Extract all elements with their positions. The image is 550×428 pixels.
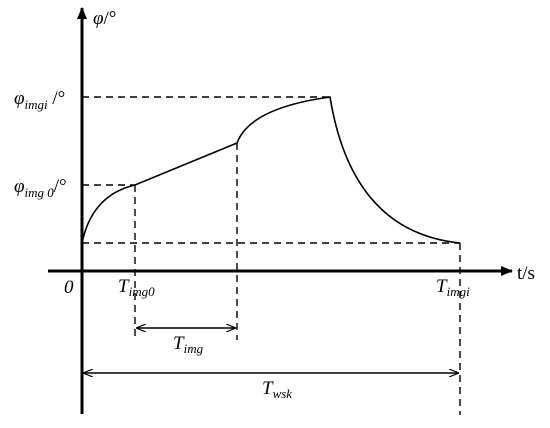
x-axis-label: t/s (517, 263, 535, 284)
origin-label: 0 (64, 277, 74, 298)
interval-label: Timg (173, 333, 204, 356)
guide-lines (82, 96, 461, 415)
level-label: φimg 0/° (14, 176, 67, 200)
time-label: Timg0 (118, 276, 155, 299)
level-label: φimgi /° (14, 88, 65, 112)
time-label: Timgi (436, 276, 470, 299)
interval-label: Twsk (262, 378, 292, 401)
curve (81, 96, 461, 244)
y-axis-label: φ/° (93, 8, 116, 29)
